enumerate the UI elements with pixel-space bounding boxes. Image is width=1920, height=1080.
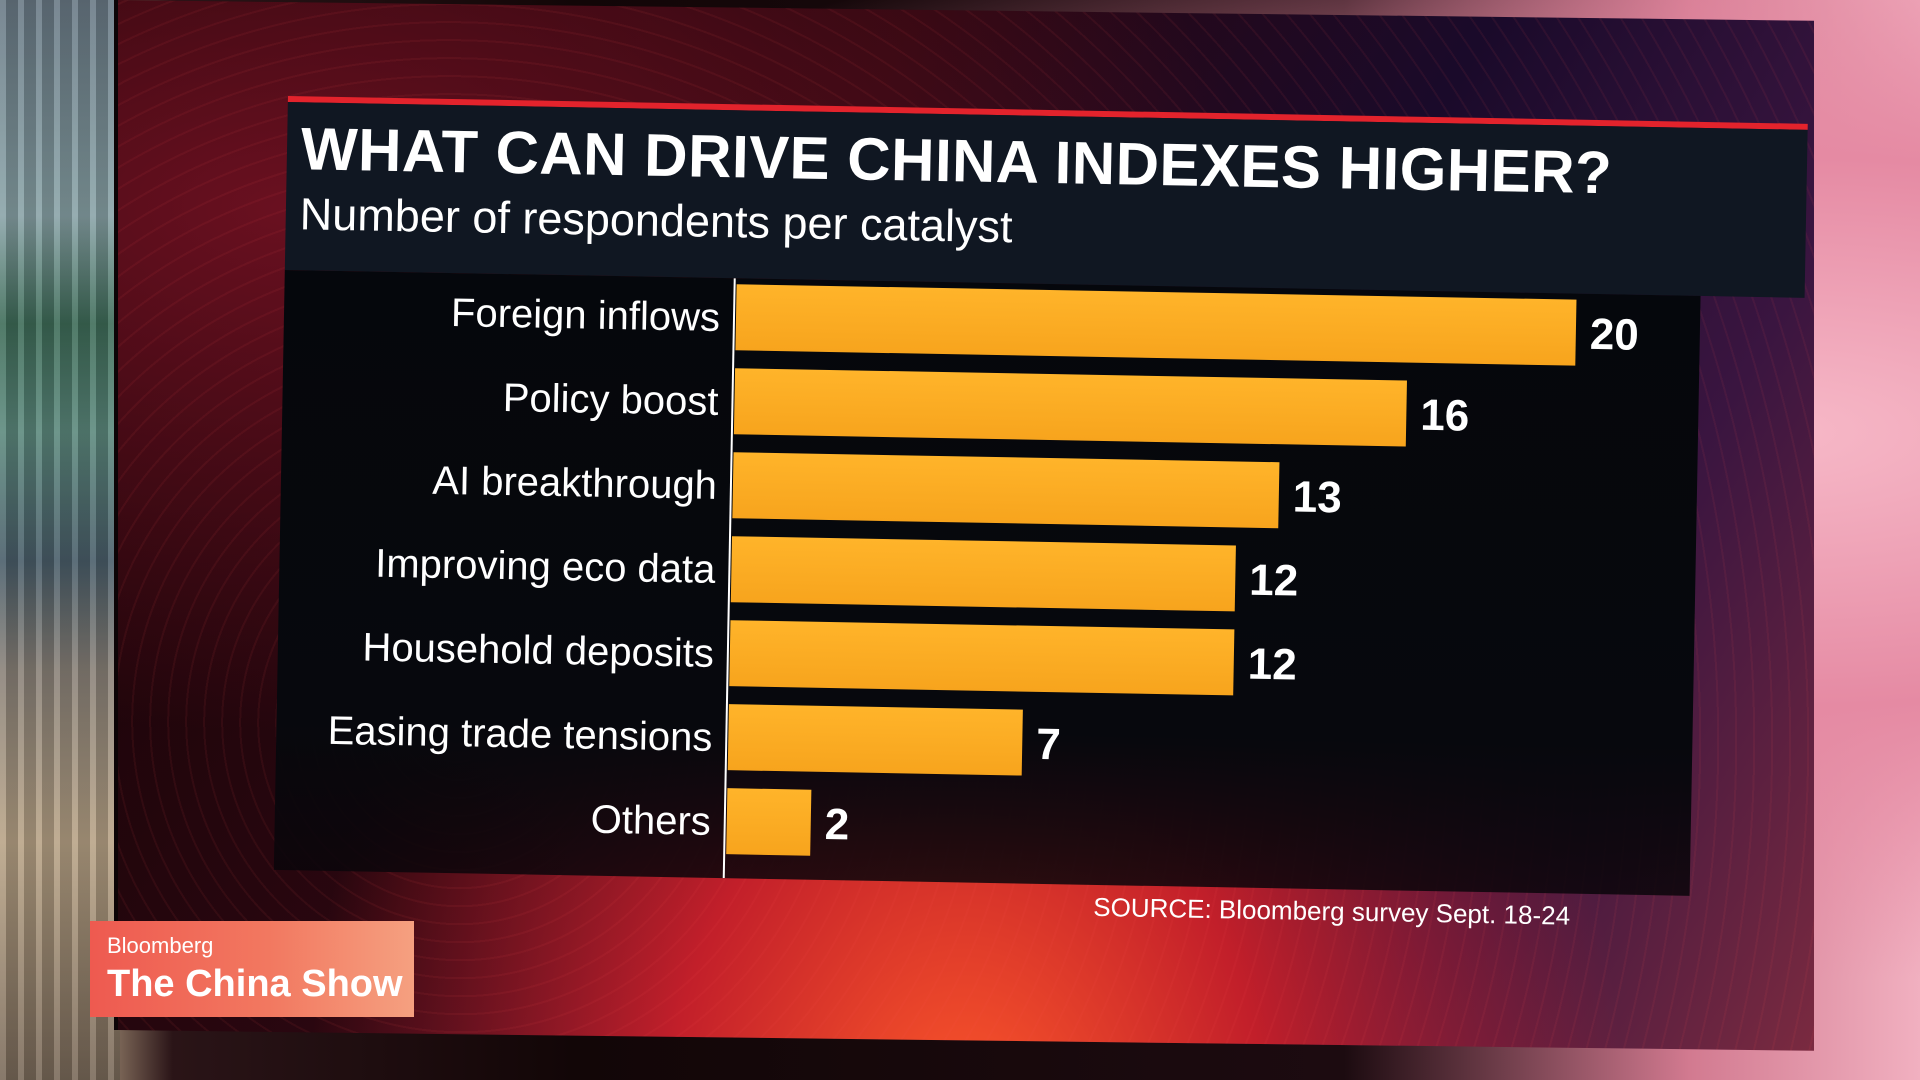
chart-panel: WHAT CAN DRIVE CHINA INDEXES HIGHER? Num… (273, 96, 1808, 931)
category-label: Easing trade tensions (327, 709, 712, 760)
brand-label: Bloomberg (107, 933, 214, 958)
value-label: 7 (1036, 720, 1061, 769)
value-label: 13 (1292, 472, 1342, 522)
chart-header: WHAT CAN DRIVE CHINA INDEXES HIGHER? Num… (284, 101, 1808, 298)
value-label: 12 (1247, 640, 1297, 690)
chart-subtitle: Number of respondents per catalyst (299, 188, 1014, 253)
bar (733, 368, 1407, 447)
category-axis-line (722, 278, 736, 879)
value-label: 20 (1589, 310, 1639, 360)
bar-chart: Foreign inflows 20 Policy boost 16 AI breakt… (327, 278, 1639, 879)
bar (727, 704, 1023, 776)
category-label: AI breakthrough (432, 459, 717, 508)
plot-area: Foreign inflows 20 Policy boost 16 AI breakt… (274, 270, 1785, 897)
show-title: The China Show (107, 963, 403, 1005)
category-label: Improving eco data (375, 542, 717, 592)
bar (726, 788, 812, 856)
category-label: Household deposits (362, 625, 714, 675)
bar (732, 452, 1280, 529)
value-label: 2 (824, 800, 849, 849)
bar (730, 536, 1236, 612)
value-label: 12 (1249, 556, 1299, 606)
category-label: Others (590, 798, 711, 844)
show-badge: Bloomberg The China Show (90, 921, 414, 1017)
bar (735, 284, 1577, 366)
city-backdrop (0, 0, 120, 1080)
category-label: Foreign inflows (451, 291, 721, 340)
bar (729, 620, 1235, 696)
value-label: 16 (1420, 391, 1470, 441)
category-label: Policy boost (502, 376, 718, 424)
